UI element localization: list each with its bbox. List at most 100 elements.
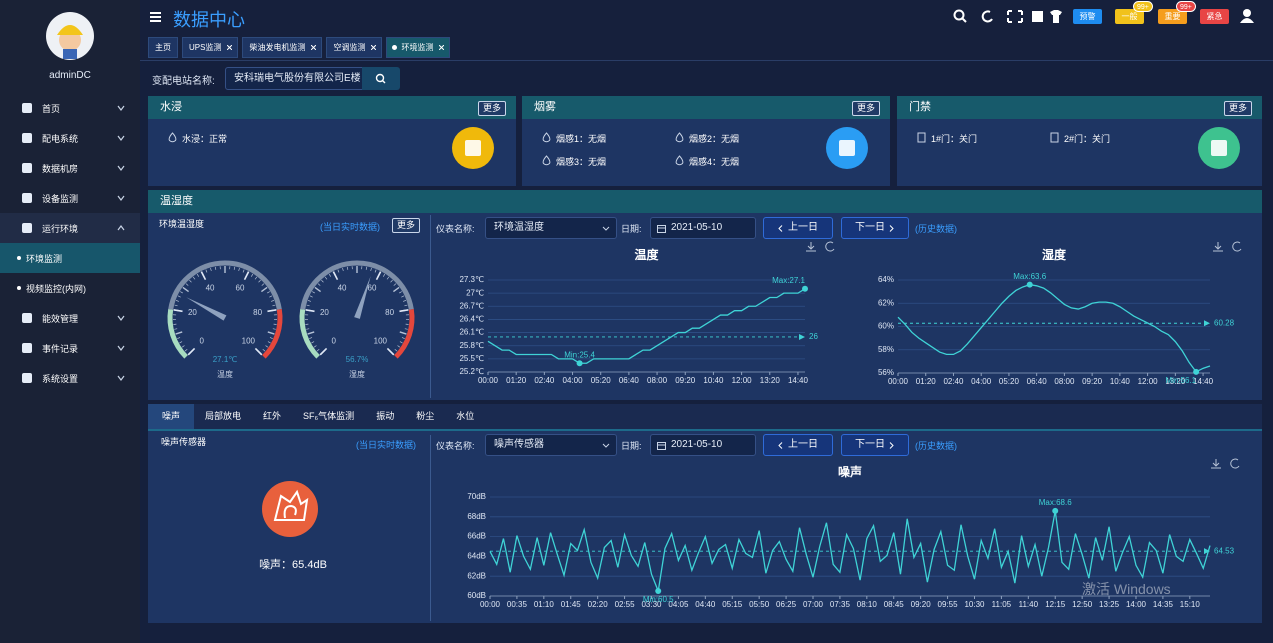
status-item: 烟感3：无烟 (556, 157, 607, 167)
toolbar-icons (953, 9, 1062, 23)
meter-select[interactable]: 环境温湿度 (485, 217, 617, 239)
more-button[interactable]: 更多 (1223, 101, 1252, 116)
prev-arrow (778, 442, 783, 449)
date-label: 日期: (621, 224, 642, 234)
noise-tab[interactable]: 噪声 (148, 404, 195, 429)
noise-tab[interactable]: SF₆气体监测 (303, 411, 355, 421)
item-icon (1050, 132, 1059, 143)
noise-title: 噪声传感器 (161, 437, 207, 447)
history-link[interactable]: (历史数据) (915, 441, 957, 451)
more-button[interactable]: 更多 (851, 101, 880, 116)
tab-close[interactable] (311, 45, 317, 50)
tab[interactable]: 主页 (148, 37, 178, 58)
bullet (17, 286, 21, 290)
tab-close[interactable] (439, 45, 445, 50)
noise-tabs: 噪声 局部放电 红外 SF₆气体监测 振动 粉尘 水位 (148, 404, 1262, 429)
panel-title: 门禁 (897, 96, 1262, 119)
date-label: 日期: (621, 441, 642, 451)
tab[interactable]: 环境监测 (386, 37, 451, 58)
tab[interactable]: 柴油发电机监测 (242, 37, 323, 58)
noise-icon (262, 481, 318, 537)
noise-tab[interactable]: 局部放电 (205, 411, 242, 421)
menu-label: 数据机房 (42, 164, 79, 174)
tab-close[interactable] (371, 45, 377, 50)
menu-label: 视频监控(内网) (26, 284, 86, 294)
tab[interactable]: UPS监测 (182, 37, 239, 58)
bullet (17, 256, 21, 260)
chevron (117, 225, 125, 231)
tab[interactable]: 空调监测 (326, 37, 383, 58)
badge-count: 99+ (1176, 1, 1196, 12)
noise-tab[interactable]: 水位 (456, 411, 475, 421)
env-title: 温湿度 (148, 190, 1262, 213)
meter-label: 仪表名称: (436, 224, 475, 234)
divider (430, 215, 431, 398)
menu-icon (22, 103, 32, 113)
menu-item[interactable]: 系统设置 (0, 363, 140, 393)
menu-item[interactable]: 配电系统 (0, 123, 140, 153)
noise-tab[interactable]: 振动 (376, 411, 395, 421)
next-arrow (889, 442, 894, 449)
more-button[interactable]: 更多 (392, 218, 421, 233)
item-icon (168, 132, 177, 143)
select-arrow (602, 443, 610, 448)
prev-button[interactable]: 上一日 (763, 217, 833, 239)
status-item: 1#门：关门 (931, 134, 978, 144)
badge[interactable]: 一般 (1115, 9, 1144, 24)
more-button[interactable]: 更多 (477, 101, 506, 116)
calendar-icon (657, 442, 666, 450)
badge[interactable]: 预警 (1073, 9, 1102, 24)
chevron (117, 315, 125, 321)
chevron (117, 375, 125, 381)
next-button[interactable]: 下一日 (841, 434, 909, 456)
menu-icon (22, 223, 32, 233)
menu-item[interactable]: 运行环境 (0, 213, 140, 243)
item-icon (675, 132, 684, 143)
user-name: adminDC (49, 70, 91, 81)
item-icon (675, 155, 684, 166)
station-input[interactable]: 安科瑞电气股份有限公司E楼 (225, 67, 363, 90)
history-link[interactable]: (历史数据) (915, 224, 957, 234)
submenu-item[interactable]: 环境监测 (0, 243, 140, 273)
active-dot (392, 45, 398, 50)
meter-select[interactable]: 噪声传感器 (485, 434, 617, 456)
tab-label: 柴油发电机监测 (249, 43, 306, 52)
badge[interactable]: 紧急 (1200, 9, 1229, 24)
page-title: 数据中心 (173, 10, 245, 30)
menu-icon (22, 133, 32, 143)
tab-label: 主页 (155, 43, 171, 52)
date-input[interactable]: 2021-05-10 (650, 217, 756, 239)
menu-item[interactable]: 数据机房 (0, 153, 140, 183)
menu-item[interactable]: 设备监测 (0, 183, 140, 213)
date-input[interactable]: 2021-05-10 (650, 434, 756, 456)
tab-close[interactable] (227, 45, 233, 50)
panel-icon (452, 127, 494, 169)
menu-toggle[interactable] (150, 11, 162, 23)
badge[interactable]: 重要 (1158, 9, 1187, 24)
prev-button[interactable]: 上一日 (763, 434, 833, 456)
menu-icon (22, 313, 32, 323)
menu-label: 设备监测 (42, 194, 79, 204)
menu-item[interactable]: 能效管理 (0, 303, 140, 333)
select-arrow (602, 226, 610, 231)
noise-tab[interactable]: 粉尘 (416, 411, 435, 421)
user-icon[interactable] (1239, 8, 1255, 24)
item-icon (542, 132, 551, 143)
status-panel: 烟雾 更多 烟感1：无烟 烟感2：无烟 烟感3：无烟 烟感4：无烟 (522, 96, 890, 186)
menu-item[interactable]: 首页 (0, 93, 140, 123)
chevron (117, 105, 125, 111)
menu-item[interactable]: 事件记录 (0, 333, 140, 363)
submenu-item[interactable]: 视频监控(内网) (0, 273, 140, 303)
noise-tab[interactable]: 红外 (263, 411, 282, 421)
tab-bar: 主页 UPS监测 柴油发电机监测 空调监测 环境监测 (148, 37, 451, 58)
chevron (117, 165, 125, 171)
avatar (46, 12, 94, 60)
next-button[interactable]: 下一日 (841, 217, 909, 239)
panel-icon (826, 127, 868, 169)
menu-icon (22, 193, 32, 203)
chevron (117, 135, 125, 141)
menu-label: 运行环境 (42, 224, 79, 234)
search-button[interactable] (362, 67, 400, 90)
menu-label: 环境监测 (26, 254, 63, 264)
